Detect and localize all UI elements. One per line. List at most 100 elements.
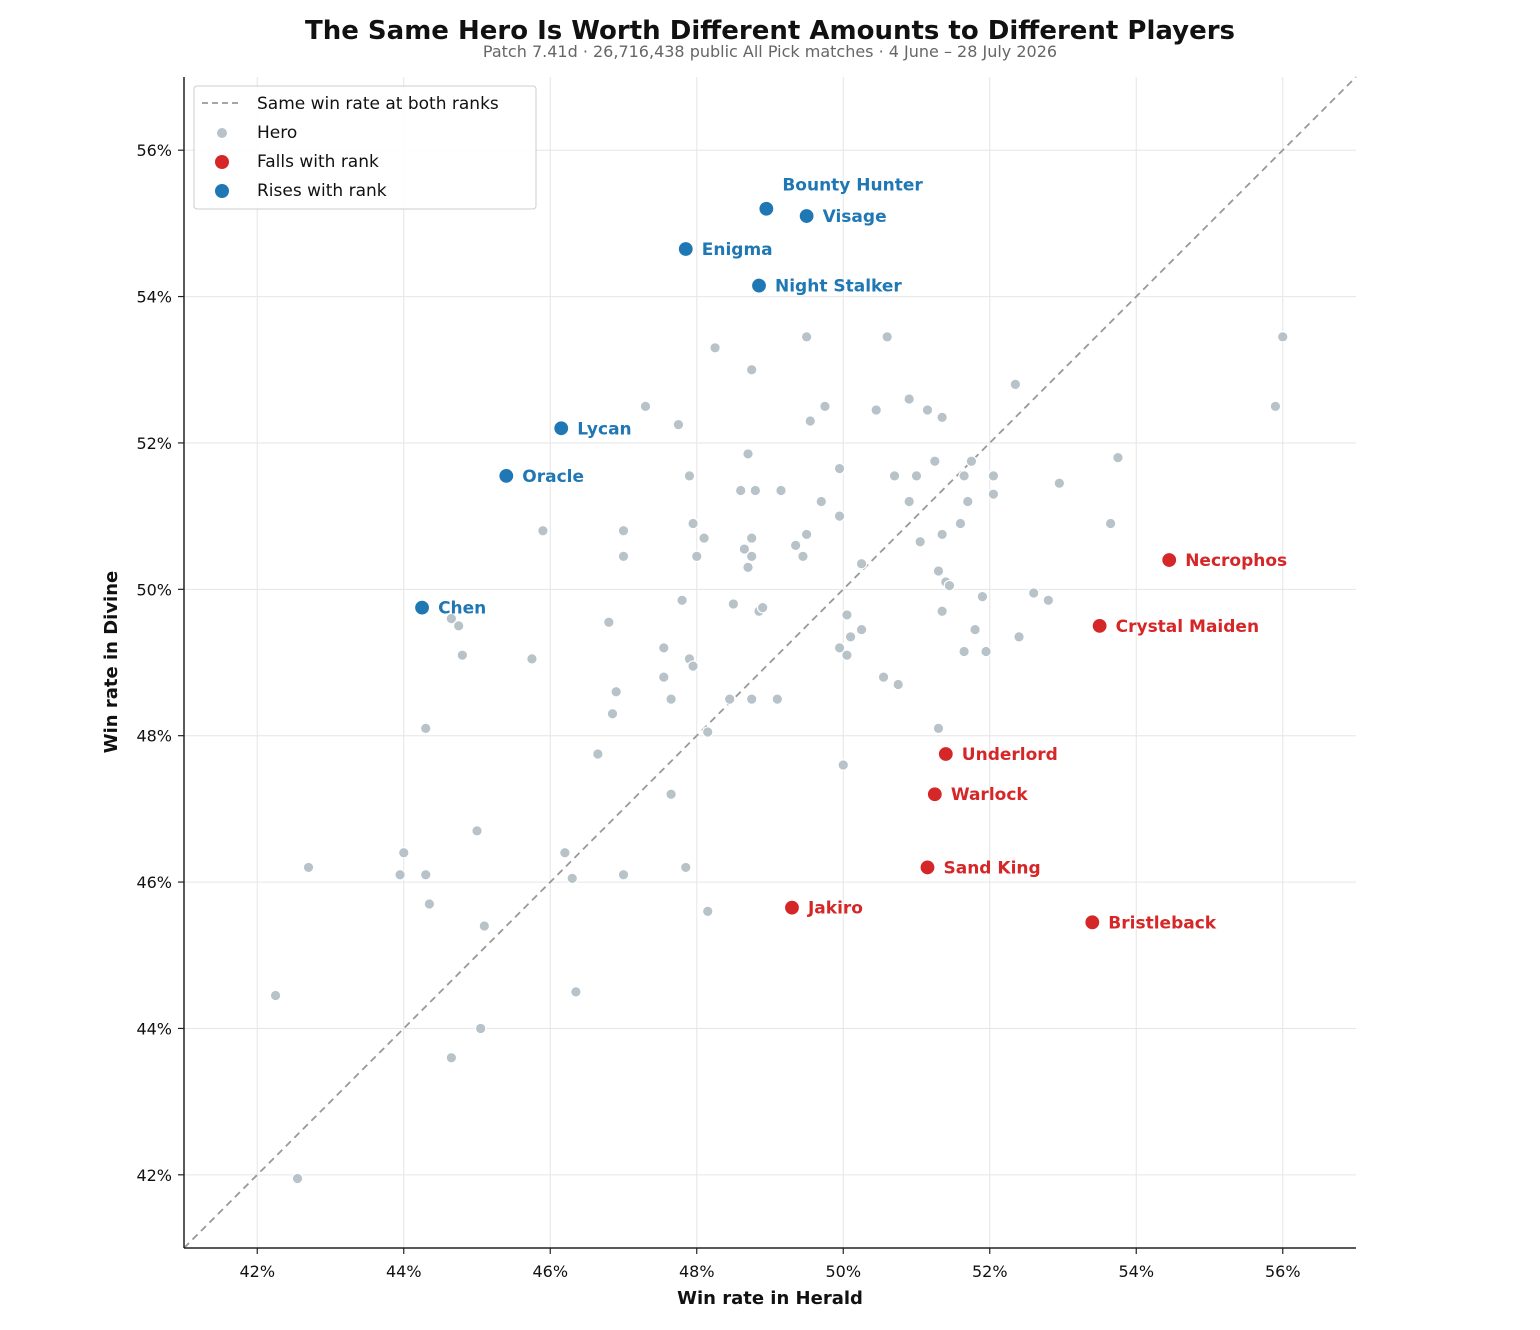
hero-point — [1104, 517, 1117, 530]
rises-hero-label: Visage — [823, 207, 887, 227]
hero-point — [800, 331, 813, 343]
hero-point — [683, 470, 696, 482]
hero-point — [921, 404, 934, 416]
legend-rises-swatch — [215, 184, 229, 198]
hero-point — [745, 693, 758, 705]
hero-point — [617, 868, 630, 881]
hero-point — [672, 418, 685, 431]
x-tick-label: 54% — [1118, 1262, 1154, 1281]
hero-point — [745, 363, 758, 376]
hero-point — [665, 693, 677, 705]
hero-point — [657, 671, 670, 683]
hero-point — [969, 623, 981, 636]
hero-point — [397, 846, 410, 859]
hero-point — [804, 415, 817, 427]
hero-point — [617, 524, 630, 537]
rises-hero-point — [553, 420, 570, 437]
rises-hero-label: Oracle — [522, 467, 584, 487]
y-tick-label: 44% — [136, 1019, 172, 1038]
hero-point — [833, 642, 846, 654]
hero-point — [797, 550, 809, 563]
chart-title: The Same Hero Is Worth Different Amounts… — [305, 16, 1235, 46]
diagonal-layer — [183, 76, 1357, 1249]
hero-point — [698, 532, 710, 544]
hero-point — [657, 642, 670, 654]
hero-point — [961, 495, 974, 508]
hero-point — [742, 448, 754, 460]
hero-point — [690, 550, 703, 563]
hero-point — [474, 1022, 487, 1035]
hero-point — [965, 455, 978, 468]
falls-hero-label: Underlord — [962, 745, 1058, 765]
axes — [183, 77, 1356, 1249]
rises-hero-point — [798, 207, 815, 225]
legend-hero-swatch — [217, 128, 227, 138]
highlighted-points: Necrophos Crystal Maiden Underlord Warlock S… — [413, 176, 1287, 933]
hero-point — [1053, 477, 1066, 489]
hero-point — [566, 872, 579, 885]
falls-hero-point — [937, 745, 954, 763]
x-tick-label: 44% — [386, 1262, 422, 1281]
falls-hero-point — [783, 899, 801, 916]
hero-point — [423, 898, 436, 910]
hero-point — [932, 722, 945, 735]
hero-point — [1112, 451, 1124, 464]
rises-hero-label: Enigma — [702, 240, 773, 260]
hero-point — [943, 579, 956, 592]
hero-point — [775, 484, 787, 497]
hero-point — [727, 598, 740, 610]
hero-point — [881, 331, 893, 343]
hero-point — [936, 528, 948, 541]
rises-hero-label: Lycan — [577, 419, 631, 439]
legend-diagonal-label: Same win rate at both ranks — [257, 94, 499, 114]
hero-point — [841, 649, 853, 661]
hero-points — [269, 331, 1289, 1185]
hero-point — [445, 1051, 458, 1064]
hero-point — [687, 660, 699, 672]
falls-hero-label: Necrophos — [1185, 551, 1287, 571]
hero-point — [1269, 400, 1282, 413]
x-tick-label: 52% — [972, 1262, 1008, 1281]
hero-point — [987, 470, 1000, 482]
hero-point — [749, 484, 762, 497]
hero-point — [914, 535, 926, 548]
hero-point — [903, 495, 915, 508]
hero-point — [537, 524, 549, 537]
hero-point — [833, 510, 846, 522]
hero-point — [833, 462, 846, 475]
hero-point — [888, 470, 901, 482]
hero-point — [932, 565, 945, 577]
hero-point — [419, 868, 432, 881]
hero-point — [526, 653, 538, 665]
rises-hero-point — [758, 200, 775, 217]
grid-layer — [184, 77, 1356, 1248]
hero-point — [815, 495, 828, 508]
hero-point — [936, 411, 948, 424]
legend-falls-label: Falls with rank — [257, 152, 379, 172]
tick-layer: 42% 44% 46% 48% 50% 52% 54% 56% 42% 44% 46% 48% 50% 5… — [136, 141, 1300, 1281]
hero-point — [291, 1172, 304, 1185]
y-tick-label: 52% — [136, 434, 172, 453]
hero-point — [800, 528, 813, 541]
hero-point — [639, 400, 652, 413]
hero-point — [676, 594, 688, 607]
hero-point — [269, 989, 282, 1002]
hero-point — [419, 722, 432, 735]
y-tick-label: 56% — [136, 141, 172, 160]
falls-hero-label: Warlock — [951, 785, 1029, 805]
falls-hero-label: Bristleback — [1108, 913, 1216, 933]
legend-falls-swatch — [215, 155, 229, 169]
falls-hero-point — [926, 786, 943, 803]
hero-point — [592, 748, 604, 760]
hero-point — [1009, 378, 1022, 391]
hero-point — [456, 649, 469, 661]
hero-point — [980, 645, 992, 658]
hero-point — [745, 550, 758, 563]
rises-hero-label: Night Stalker — [775, 277, 902, 297]
y-tick-label: 54% — [136, 288, 172, 307]
hero-point — [559, 846, 571, 859]
x-tick-label: 48% — [679, 1262, 715, 1281]
hero-point — [1013, 631, 1025, 643]
hero-point — [958, 645, 970, 658]
